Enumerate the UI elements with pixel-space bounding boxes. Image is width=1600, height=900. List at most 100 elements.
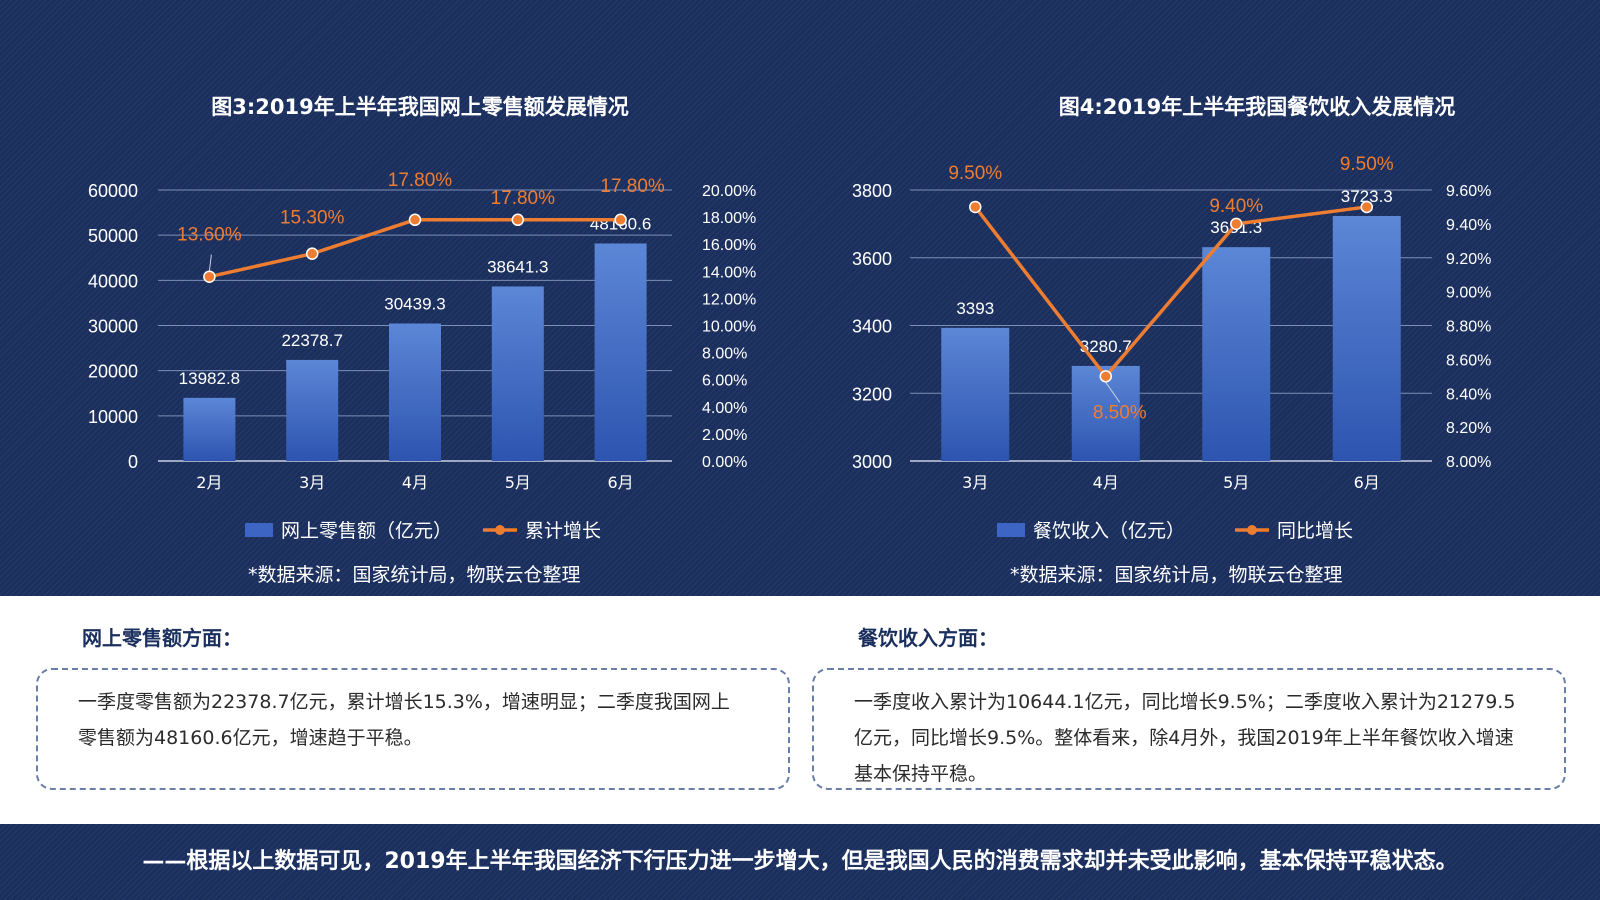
line-point [511,213,525,227]
bar [1202,247,1271,461]
bar-data-label: 3723.3 [1341,187,1393,206]
legend-line-marker [495,525,505,535]
line-data-label: 9.50% [948,163,1002,184]
y-left-tick-label: 3200 [852,384,892,404]
y-right-tick-label: 8.40% [1446,386,1491,403]
y-left-tick-label: 60000 [88,181,138,201]
line-data-label: 17.80% [600,176,665,197]
bar-data-label: 30439.3 [384,295,445,314]
line-data-label: 17.80% [491,188,556,209]
y-right-tick-label: 8.00% [1446,454,1491,471]
line-point [1230,217,1243,231]
y-right-tick-label: 2.00% [702,427,747,444]
catering-heading: 餐饮收入方面： [858,626,998,650]
y-right-tick-label: 16.00% [702,237,756,254]
x-tick-label: 6月 [1354,473,1380,492]
online-retail-chart: 图3:2019年上半年我国网上零售额发展情况 0 10000 20000 30000 40… [88,95,756,542]
y-left-tick-label: 3600 [852,249,892,269]
x-tick-label: 2月 [196,473,222,492]
catering-summary-box: 一季度收入累计为10644.1亿元，同比增长9.5%；二季度收入累计为21279… [812,668,1566,790]
line-series [973,205,1367,379]
line-point [1360,200,1373,214]
online-retail-summary: 一季度零售额为22378.7亿元，累计增长15.3%，增速明显；二季度我国网上零… [78,691,730,749]
line-data-label: 13.60% [177,225,242,246]
y-left-tick-label: 3800 [852,181,892,201]
catering-revenue-chart: 图4:2019年上半年我国餐饮收入发展情况 3000 3200 3400 3600 380… [852,95,1491,542]
line-data-label: 8.50% [1093,402,1147,423]
y-right-tick-label: 6.00% [702,373,747,390]
y-right-tick-label: 10.00% [702,319,756,336]
line-point [969,200,982,214]
x-tick-label: 3月 [299,473,325,492]
chart-title: 图3:2019年上半年我国网上零售额发展情况 [211,95,628,119]
legend-bar-swatch [997,523,1025,537]
online-retail-summary-box: 一季度零售额为22378.7亿元，累计增长15.3%，增速明显；二季度我国网上零… [36,668,790,790]
y-right-tick-label: 8.00% [702,346,747,363]
y-left-tick-label: 3000 [852,452,892,472]
y-right-tick-label: 9.40% [1446,217,1491,234]
bar [286,359,339,461]
label-leader-line [1105,382,1121,403]
source-note-catering: *数据来源：国家统计局，物联云仓整理 [1010,564,1343,586]
y-right-tick-label: 8.80% [1446,319,1491,336]
catering-summary: 一季度收入累计为10644.1亿元，同比增长9.5%；二季度收入累计为21279… [854,691,1516,785]
y-right-tick-label: 4.00% [702,400,747,417]
y-right-tick-label: 18.00% [702,210,756,227]
bar [594,243,647,461]
y-left-tick-label: 10000 [88,407,138,427]
x-tick-label: 6月 [608,473,634,492]
bar [941,327,1010,461]
line-point [614,213,627,227]
legend-bar-label: 网上零售额（亿元） [281,520,452,542]
line-series [209,218,621,279]
legend-bar-swatch [245,523,273,537]
bar [1332,215,1401,461]
y-right-tick-label: 8.20% [1446,420,1491,437]
bar [389,323,441,461]
y-right-tick-label: 9.60% [1446,183,1491,200]
label-leader-line [208,254,212,271]
line-point [203,270,216,283]
conclusion-band [0,824,1600,900]
bar-data-label: 3393 [956,299,994,318]
line-data-label: 9.50% [1340,154,1394,175]
y-left-tick-label: 40000 [88,271,138,291]
conclusion-text: ——根据以上数据可见，2019年上半年我国经济下行压力进一步增大，但是我国人民的… [142,849,1458,874]
x-tick-label: 3月 [962,473,988,492]
y-left-tick-label: 3400 [852,317,892,337]
bar [491,286,544,461]
x-tick-label: 4月 [402,473,428,492]
line-data-label: 15.30% [280,208,345,229]
y-left-tick-label: 30000 [88,317,138,337]
line-data-label: 17.80% [388,170,453,191]
line-point [1099,370,1112,383]
line-data-label: 9.40% [1209,196,1263,217]
source-note-online: *数据来源：国家统计局，物联云仓整理 [248,564,581,586]
y-right-tick-label: 20.00% [702,183,756,200]
y-left-tick-label: 20000 [88,362,138,382]
line-point [305,247,319,260]
chart-title: 图4:2019年上半年我国餐饮收入发展情况 [1059,95,1455,119]
bar-data-label: 3280.7 [1080,337,1132,356]
y-right-tick-label: 0.00% [702,454,747,471]
y-right-tick-label: 14.00% [702,264,756,281]
y-right-tick-label: 12.00% [702,291,756,308]
bar-data-label: 22378.7 [281,331,342,350]
y-right-tick-label: 8.60% [1446,352,1491,369]
legend-line-label: 累计增长 [525,520,601,542]
x-tick-label: 5月 [505,473,531,492]
legend-bar-label: 餐饮收入（亿元） [1033,520,1185,542]
legend-line-label: 同比增长 [1277,520,1353,542]
y-right-tick-label: 9.00% [1446,285,1491,302]
online-retail-heading: 网上零售额方面： [82,626,242,650]
line-point [408,213,422,227]
bar-data-label: 13982.8 [179,369,240,388]
y-left-tick-label: 50000 [88,226,138,246]
legend-line-marker [1247,525,1257,535]
x-tick-label: 4月 [1093,473,1119,492]
x-tick-label: 5月 [1223,473,1249,492]
bar-data-label: 38641.3 [487,257,548,276]
bar [183,397,236,461]
y-right-tick-label: 9.20% [1446,251,1491,268]
y-left-tick-label: 0 [128,452,138,472]
